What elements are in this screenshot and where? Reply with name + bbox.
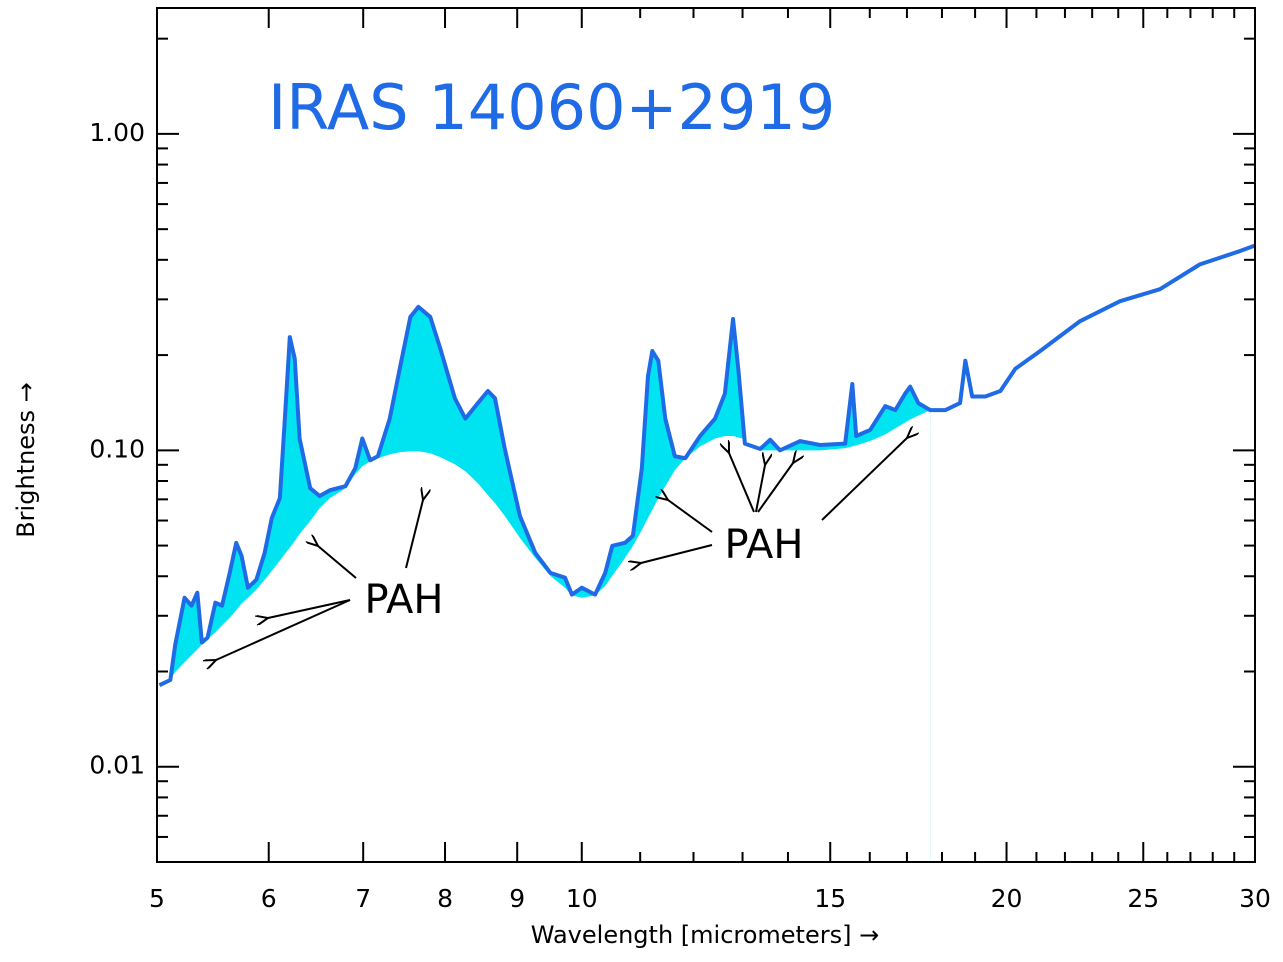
- x-tick-label: 7: [355, 884, 371, 913]
- arrow: [641, 544, 713, 563]
- arrow: [757, 463, 793, 513]
- x-tick-label: 10: [566, 884, 598, 913]
- y-tick-label: 0.01: [89, 751, 145, 780]
- continuum-area: [159, 410, 931, 862]
- y-tick-label: 0.10: [89, 434, 145, 463]
- y-axis-label: Brightness →: [12, 382, 40, 538]
- x-axis-label: Wavelength [micrometers] →: [531, 921, 879, 949]
- y-tick-label: 1.00: [89, 118, 145, 147]
- plot-area: [158, 243, 1256, 862]
- arrow: [821, 438, 907, 521]
- annotation: PAH: [724, 522, 803, 568]
- x-tick-label: 20: [991, 884, 1023, 913]
- arrow: [318, 546, 357, 579]
- x-tick-label: 8: [437, 884, 453, 913]
- annotation-arrows: [216, 438, 907, 660]
- x-tick-label: 25: [1127, 884, 1159, 913]
- x-tick-label: 9: [509, 884, 525, 913]
- arrow: [216, 599, 351, 660]
- x-tick-label: 30: [1239, 884, 1271, 913]
- spectrum-line: [158, 243, 1256, 688]
- chart-title: IRAS 14060+2919: [268, 71, 835, 144]
- arrow: [668, 500, 713, 533]
- plot-frame: [156, 7, 1256, 863]
- arrow: [268, 599, 351, 618]
- arrow: [405, 500, 423, 569]
- x-tick-label: 5: [149, 884, 165, 913]
- arrow: [755, 465, 765, 513]
- arrow: [729, 453, 755, 513]
- annotation: PAH: [364, 577, 443, 623]
- x-tick-label: 15: [814, 884, 846, 913]
- x-tick-label: 6: [261, 884, 277, 913]
